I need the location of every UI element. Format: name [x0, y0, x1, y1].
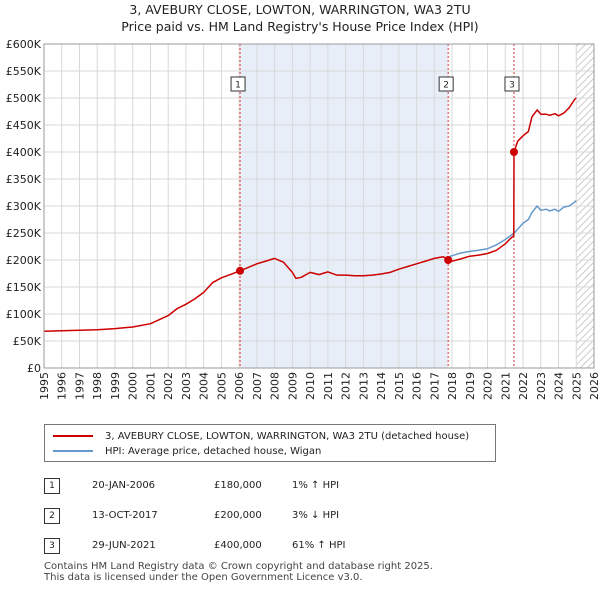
x-tick-label: 1998	[91, 372, 104, 400]
x-tick-label: 2026	[588, 372, 600, 400]
x-tick-label: 2022	[517, 372, 530, 400]
sale-label-number: 3	[509, 81, 515, 91]
sale-price: £400,000	[214, 540, 262, 551]
x-tick-label: 2012	[340, 372, 353, 400]
sale-point	[444, 256, 453, 264]
y-tick-label: £400K	[6, 146, 42, 159]
x-tick-label: 1995	[38, 372, 51, 400]
x-tick-label: 2007	[251, 372, 264, 400]
legend: 3, AVEBURY CLOSE, LOWTON, WARRINGTON, WA…	[44, 424, 496, 462]
y-tick-label: £600K	[6, 38, 42, 51]
x-tick-label: 2016	[411, 372, 424, 400]
chart-title: 3, AVEBURY CLOSE, LOWTON, WARRINGTON, WA…	[129, 2, 471, 17]
sale-hpi-change: 3% ↓ HPI	[292, 510, 340, 521]
sale-label-number: 1	[235, 81, 241, 91]
x-tick-label: 2000	[127, 372, 140, 400]
sale-label-box	[438, 76, 454, 92]
x-tick-label: 2010	[304, 372, 317, 400]
x-tick-label: 1997	[73, 372, 86, 400]
sale-number-badge: 3	[44, 538, 60, 554]
property-line-swatch	[53, 435, 93, 437]
sale-point	[236, 266, 245, 275]
plot-frame	[43, 43, 595, 369]
sale-date: 20-JAN-2006	[92, 480, 156, 491]
x-tick-label: 2011	[322, 372, 335, 400]
sale-date: 13-OCT-2017	[92, 510, 158, 521]
x-tick-label: 1999	[109, 372, 122, 400]
property-price-line	[43, 97, 577, 333]
x-tick-label: 2024	[553, 372, 566, 400]
sale-row: 1 20-JAN-2006 £180,000 1% ↑ HPI	[0, 476, 600, 496]
sale-label-number: 2	[443, 81, 449, 91]
sale-hpi-change: 1% ↑ HPI	[292, 480, 340, 491]
y-tick-label: £500K	[6, 92, 42, 105]
footer-copyright: Contains HM Land Registry data © Crown c…	[44, 561, 433, 572]
x-tick-label: 1996	[56, 372, 69, 400]
x-tick-label: 2013	[357, 372, 370, 400]
x-tick-label: 2003	[180, 372, 193, 400]
legend-item-property: 3, AVEBURY CLOSE, LOWTON, WARRINGTON, WA…	[53, 429, 469, 443]
hpi-line	[447, 200, 577, 258]
sale-number-badge: 1	[44, 478, 60, 494]
sale-point	[509, 148, 518, 156]
x-tick-label: 2019	[464, 372, 477, 400]
x-tick-label: 2015	[393, 372, 406, 400]
x-tick-label: 2023	[535, 372, 548, 400]
x-tick-label: 2001	[144, 372, 157, 400]
x-tick-label: 2006	[233, 372, 246, 400]
legend-hpi-label: HPI: Average price, detached house, Wiga…	[105, 445, 322, 457]
footer-licence: This data is licensed under the Open Gov…	[44, 572, 363, 583]
x-tick-label: 2018	[446, 372, 459, 400]
sale-price: £200,000	[214, 510, 262, 521]
footer: Contains HM Land Registry data © Crown c…	[44, 561, 433, 583]
x-tick-label: 2017	[428, 372, 441, 400]
x-tick-label: 2008	[269, 372, 282, 400]
x-tick-label: 2020	[482, 372, 495, 400]
sale-hpi-change: 61% ↑ HPI	[292, 540, 346, 551]
legend-item-hpi: HPI: Average price, detached house, Wiga…	[53, 444, 321, 458]
x-tick-label: 2004	[198, 372, 211, 400]
x-tick-label: 2021	[499, 372, 512, 400]
sale-row: 2 13-OCT-2017 £200,000 3% ↓ HPI	[0, 506, 600, 526]
hpi-line-swatch	[53, 450, 93, 452]
y-tick-label: £150K	[6, 281, 42, 294]
y-tick-label: £100K	[6, 308, 42, 321]
y-tick-label: £0	[27, 362, 41, 375]
sale-number-badge: 2	[44, 508, 60, 524]
y-tick-label: £200K	[6, 254, 42, 267]
y-tick-label: £250K	[6, 227, 42, 240]
y-tick-label: £300K	[6, 200, 42, 213]
sale-label-box	[230, 76, 246, 92]
sale-row: 3 29-JUN-2021 £400,000 61% ↑ HPI	[0, 536, 600, 556]
x-tick-label: 2002	[162, 372, 175, 400]
chart-subtitle: Price paid vs. HM Land Registry's House …	[121, 19, 479, 34]
sale-label-box	[504, 76, 520, 92]
y-tick-label: £450K	[6, 119, 42, 132]
x-tick-label: 2009	[286, 372, 299, 400]
y-tick-label: £50K	[13, 335, 42, 348]
sale-price: £180,000	[214, 480, 262, 491]
x-tick-label: 2005	[215, 372, 228, 400]
legend-property-label: 3, AVEBURY CLOSE, LOWTON, WARRINGTON, WA…	[105, 430, 470, 442]
x-tick-label: 2014	[375, 372, 388, 400]
sale-date: 29-JUN-2021	[92, 540, 156, 551]
y-tick-label: £350K	[6, 173, 42, 186]
y-tick-label: £550K	[6, 65, 42, 78]
x-tick-label: 2025	[570, 372, 583, 400]
